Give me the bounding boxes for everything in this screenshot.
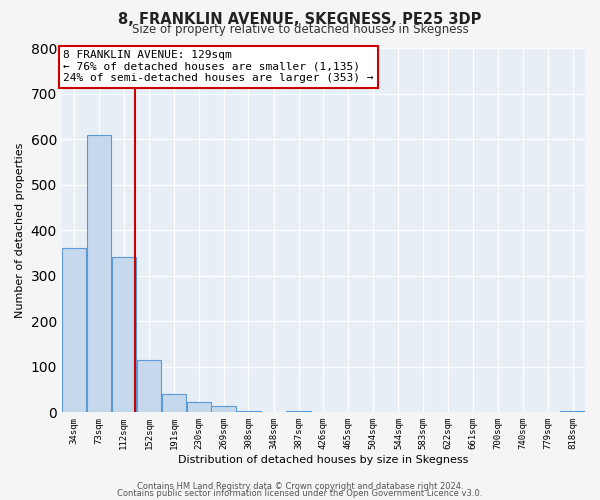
X-axis label: Distribution of detached houses by size in Skegness: Distribution of detached houses by size … [178, 455, 469, 465]
Bar [112, 258, 136, 412]
Bar [187, 402, 211, 412]
Text: 8 FRANKLIN AVENUE: 129sqm
← 76% of detached houses are smaller (1,135)
24% of se: 8 FRANKLIN AVENUE: 129sqm ← 76% of detac… [63, 50, 374, 84]
Text: Contains public sector information licensed under the Open Government Licence v3: Contains public sector information licen… [118, 490, 482, 498]
Bar [137, 360, 161, 412]
Text: 8, FRANKLIN AVENUE, SKEGNESS, PE25 3DP: 8, FRANKLIN AVENUE, SKEGNESS, PE25 3DP [118, 12, 482, 28]
Bar [62, 248, 86, 412]
Bar [162, 394, 186, 412]
Y-axis label: Number of detached properties: Number of detached properties [15, 142, 25, 318]
Bar [87, 134, 111, 412]
Text: Size of property relative to detached houses in Skegness: Size of property relative to detached ho… [131, 22, 469, 36]
Bar [211, 406, 236, 412]
Text: Contains HM Land Registry data © Crown copyright and database right 2024.: Contains HM Land Registry data © Crown c… [137, 482, 463, 491]
